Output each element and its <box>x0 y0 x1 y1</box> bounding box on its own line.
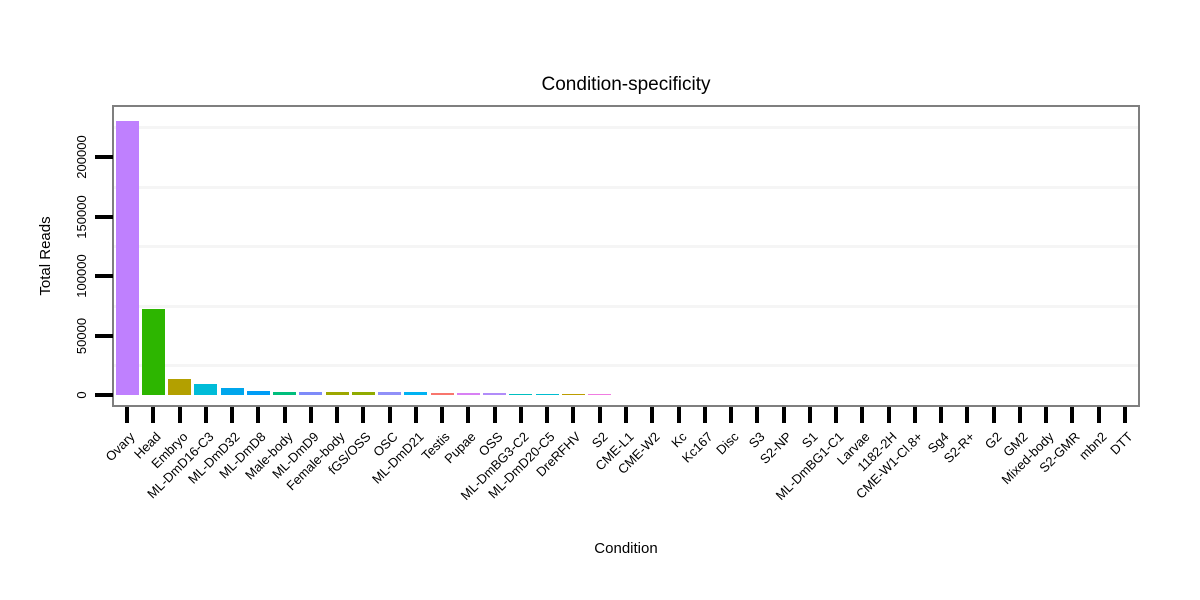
x-axis-tick <box>1017 407 1022 423</box>
x-axis-tick <box>597 407 602 423</box>
bar-ml-dmd20-c5 <box>535 393 559 395</box>
bar-male-body <box>273 391 297 395</box>
x-axis-title: Condition <box>594 540 658 557</box>
x-axis-tick <box>834 407 839 423</box>
minor-gridline <box>114 364 1138 368</box>
x-axis-tick <box>125 407 130 423</box>
x-axis-tick <box>939 407 944 423</box>
x-axis-tick <box>781 407 786 423</box>
x-axis-tick <box>282 407 287 423</box>
plot-panel <box>112 105 1140 407</box>
bar-ovary <box>115 121 139 395</box>
y-axis-tick-label: 200000 <box>74 135 89 179</box>
bar-ml-dmbg3-c2 <box>509 393 533 395</box>
x-axis-tick <box>466 407 471 423</box>
x-axis-tick <box>256 407 261 423</box>
y-axis-tick <box>95 333 113 338</box>
x-axis-tick <box>755 407 760 423</box>
chart-title: Condition-specificity <box>541 74 711 95</box>
x-axis-tick <box>965 407 970 423</box>
x-axis-tick <box>151 407 156 423</box>
x-axis-tick <box>545 407 550 423</box>
x-axis-tick <box>702 407 707 423</box>
x-axis-tick <box>624 407 628 423</box>
minor-gridline <box>114 304 1138 308</box>
x-axis-tick <box>807 407 812 423</box>
x-axis-tick <box>335 407 340 423</box>
x-axis-tick <box>1044 407 1049 423</box>
minor-gridline <box>114 185 1138 189</box>
y-axis-tick <box>95 155 113 159</box>
minor-gridline <box>114 126 1138 130</box>
x-axis-tick <box>886 407 891 423</box>
x-axis-tick <box>230 407 235 423</box>
x-axis-tick <box>492 407 497 423</box>
bar-testis <box>430 392 454 395</box>
y-axis-title: Total Reads <box>37 216 54 296</box>
bar-oss <box>483 393 507 395</box>
x-axis-tick <box>387 407 392 423</box>
bar-ml-dmd32 <box>220 388 244 395</box>
bar-ml-dmd16-c3 <box>194 383 218 395</box>
bar-s2 <box>588 393 612 395</box>
bar-embryo <box>168 378 192 395</box>
y-axis-tick <box>95 274 113 278</box>
bar-drerfhv <box>561 393 585 395</box>
bar-pupae <box>456 393 480 395</box>
bar-female-body <box>325 391 349 395</box>
bar-head <box>141 309 165 395</box>
x-axis-tick <box>1070 407 1075 423</box>
bar-ml-dmd21 <box>404 392 428 395</box>
x-axis-tick <box>676 407 681 423</box>
minor-gridline <box>114 245 1138 249</box>
bar-ml-dmd9 <box>299 391 323 395</box>
x-axis-tick <box>308 407 313 423</box>
x-axis-tick <box>361 407 366 423</box>
x-axis-tick <box>177 407 182 423</box>
y-axis-tick <box>95 393 113 397</box>
x-axis-tick <box>518 407 523 423</box>
bar-fgs-oss <box>351 392 375 395</box>
x-axis-tick <box>729 407 734 423</box>
bar-osc <box>378 392 402 395</box>
y-axis-tick <box>95 214 113 219</box>
x-axis-tick <box>1122 407 1127 423</box>
x-axis-tick <box>991 407 996 423</box>
x-axis-tick <box>912 407 917 423</box>
bar-ml-dmd8 <box>246 390 270 395</box>
x-axis-tick <box>571 407 576 423</box>
x-axis-tick <box>203 407 208 423</box>
x-axis-tick <box>860 407 865 423</box>
x-axis-tick <box>650 407 655 423</box>
x-axis-tick <box>413 407 418 423</box>
x-axis-tick <box>440 407 445 423</box>
x-axis-tick <box>1096 407 1101 423</box>
